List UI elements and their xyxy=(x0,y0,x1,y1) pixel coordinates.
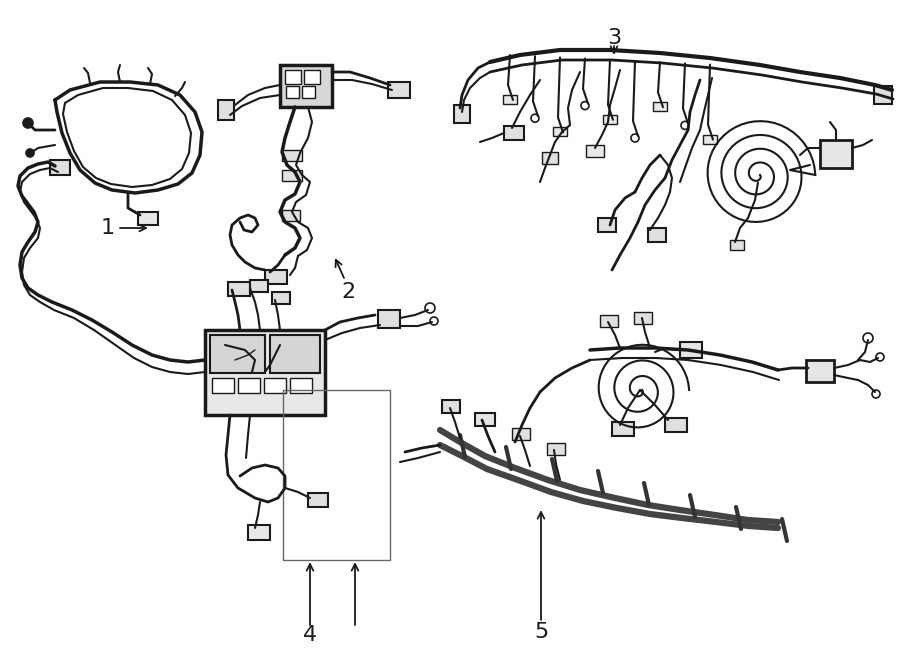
Bar xyxy=(282,210,300,221)
Bar xyxy=(228,282,250,296)
Text: 2: 2 xyxy=(341,282,356,302)
Bar xyxy=(282,150,302,161)
Bar xyxy=(265,270,287,284)
Bar xyxy=(553,128,567,136)
Bar xyxy=(820,140,852,168)
Bar xyxy=(286,86,299,98)
Bar xyxy=(512,428,530,440)
Bar xyxy=(665,418,687,432)
Bar xyxy=(264,378,286,393)
Circle shape xyxy=(26,149,34,157)
Bar xyxy=(648,228,666,242)
Text: 4: 4 xyxy=(303,625,317,645)
Text: 5: 5 xyxy=(534,622,548,642)
Bar xyxy=(442,400,460,413)
Bar xyxy=(282,170,302,181)
Bar xyxy=(454,105,470,123)
Circle shape xyxy=(23,118,33,128)
Text: 1: 1 xyxy=(101,218,115,238)
Bar xyxy=(547,443,565,455)
Bar xyxy=(586,145,604,157)
Text: 3: 3 xyxy=(607,28,621,48)
Bar xyxy=(378,310,400,328)
Bar xyxy=(218,100,234,120)
Bar xyxy=(542,152,558,164)
Bar xyxy=(612,422,634,436)
Bar xyxy=(308,493,328,507)
Bar xyxy=(238,378,260,393)
Bar xyxy=(634,312,652,324)
Bar xyxy=(302,86,315,98)
Bar xyxy=(504,126,524,140)
Bar xyxy=(703,135,717,143)
Bar xyxy=(603,115,617,124)
Bar xyxy=(680,342,702,358)
Bar xyxy=(283,390,390,560)
Bar xyxy=(304,70,320,84)
Bar xyxy=(270,335,320,373)
Bar xyxy=(272,292,290,304)
Bar xyxy=(730,240,744,250)
Bar xyxy=(250,280,268,292)
Bar xyxy=(290,378,312,393)
Bar xyxy=(280,65,332,107)
Bar xyxy=(874,86,892,104)
Bar xyxy=(600,315,618,327)
Bar xyxy=(388,82,410,98)
Bar xyxy=(475,413,495,426)
Bar xyxy=(285,70,301,84)
Bar xyxy=(598,218,616,232)
Bar xyxy=(138,212,158,225)
Bar xyxy=(653,102,667,111)
Bar xyxy=(205,330,325,415)
Bar xyxy=(248,525,270,540)
Bar xyxy=(503,95,517,104)
Bar xyxy=(50,160,70,175)
Bar xyxy=(210,335,265,373)
Bar xyxy=(806,360,834,382)
Bar xyxy=(212,378,234,393)
